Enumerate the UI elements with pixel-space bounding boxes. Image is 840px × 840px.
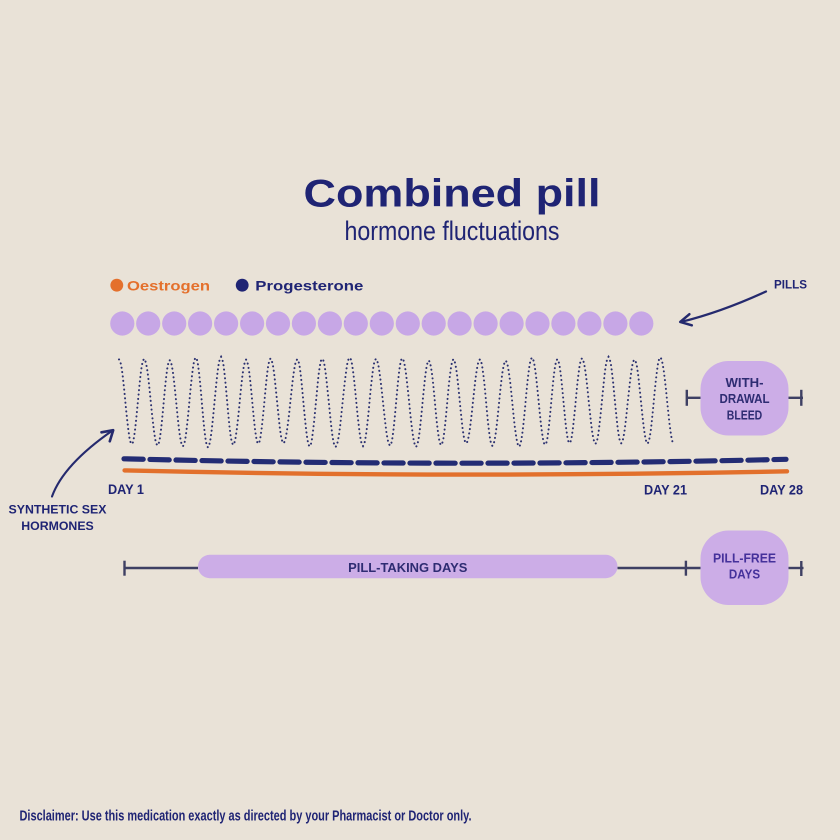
svg-text:Oestrogen: Oestrogen: [127, 277, 210, 293]
svg-text:PILLS: PILLS: [774, 280, 807, 292]
svg-text:DRAWAL: DRAWAL: [720, 391, 770, 406]
svg-text:DAY 28: DAY 28: [760, 483, 803, 498]
svg-text:DAY 21: DAY 21: [644, 483, 687, 498]
svg-text:hormone fluctuations: hormone fluctuations: [345, 216, 560, 246]
svg-text:HORMONES: HORMONES: [21, 519, 94, 533]
svg-text:SYNTHETIC SEX: SYNTHETIC SEX: [9, 502, 107, 516]
svg-text:DAY 1: DAY 1: [108, 482, 144, 497]
svg-text:Disclaimer: Use this medicatio: Disclaimer: Use this medication exactly …: [20, 809, 472, 825]
svg-text:PILL-FREE: PILL-FREE: [713, 550, 776, 565]
svg-text:WITH-: WITH-: [726, 375, 764, 390]
svg-text:DAYS: DAYS: [729, 567, 760, 582]
svg-text:Progesterone: Progesterone: [255, 277, 363, 293]
svg-text:BLEED: BLEED: [727, 408, 763, 423]
svg-text:Combined pill: Combined pill: [304, 173, 601, 216]
svg-text:PILL-TAKING DAYS: PILL-TAKING DAYS: [348, 561, 467, 575]
